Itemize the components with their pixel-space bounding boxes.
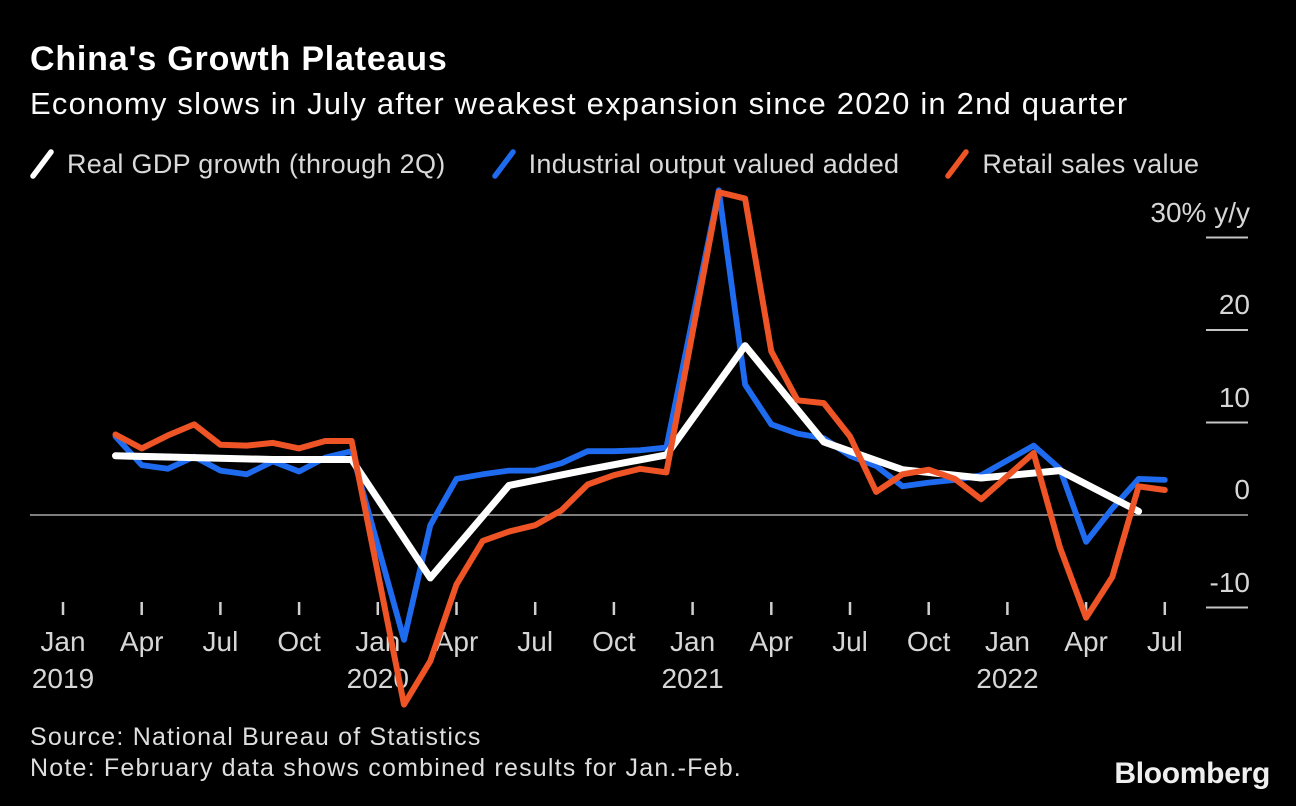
- x-axis-year-label: 2022: [976, 663, 1039, 694]
- legend-item-label: Industrial output valued added: [528, 148, 900, 179]
- chart-subtitle: Economy slows in July after weakest expa…: [30, 86, 1129, 121]
- x-axis-month-label: Jul: [202, 626, 239, 657]
- legend-slash-stroke: [491, 149, 516, 179]
- legend-item-label: Real GDP growth (through 2Q): [67, 148, 446, 179]
- source-line: Source: National Bureau of Statistics: [30, 723, 482, 751]
- legend-slash-stroke: [945, 149, 970, 179]
- legend-item-real-gdp-growth-through-2q: Real GDP growth (through 2Q): [30, 148, 446, 180]
- x-axis-year-label: 2021: [661, 663, 724, 694]
- x-axis-month-label: Jan: [670, 626, 716, 657]
- y-axis-label--10: -10: [1209, 566, 1250, 598]
- legend-item-retail-sales-value: Retail sales value: [945, 148, 1199, 180]
- x-axis-month-label: Jan: [40, 626, 86, 657]
- y-axis-label-0: 0: [1234, 474, 1250, 505]
- x-axis-month-label: Apr: [1064, 626, 1108, 657]
- legend-slash-icon: [945, 149, 970, 179]
- legend-slash-stroke: [30, 149, 54, 179]
- y-axis-label-30: 30% y/y: [1150, 196, 1250, 228]
- x-axis-month-label: Oct: [592, 626, 636, 657]
- note-line: Note: February data shows combined resul…: [30, 754, 742, 782]
- x-axis-month-label: Jul: [517, 626, 554, 657]
- x-axis-year-label: 2020: [346, 663, 409, 694]
- bloomberg-logo: Bloomberg: [1114, 757, 1270, 790]
- x-axis-month-label: Apr: [119, 626, 164, 657]
- x-axis-year-label: 2019: [31, 663, 95, 694]
- y-axis-label-20: 20: [1218, 289, 1250, 320]
- chart-legend: Real GDP growth (through 2Q) Industrial o…: [30, 148, 1199, 180]
- x-axis-month-label: Oct: [277, 626, 321, 657]
- x-axis-month-label: Oct: [906, 626, 951, 657]
- x-axis-month-label: Jul: [832, 626, 868, 657]
- x-axis-month-label: Jul: [1146, 626, 1183, 657]
- legend-slash-icon: [491, 149, 516, 179]
- legend-item-industrial-output-valued-added: Industrial output valued added: [491, 148, 900, 180]
- chart-title: China's Growth Plateaus: [30, 40, 448, 78]
- x-axis-month-label: Apr: [434, 626, 479, 657]
- x-axis-month-label: Apr: [749, 626, 794, 657]
- x-axis-month-label: Jan: [355, 626, 401, 657]
- y-axis-label-10: 10: [1218, 381, 1250, 413]
- x-axis-month-label: Jan: [984, 626, 1030, 657]
- legend-item-label: Retail sales value: [982, 148, 1200, 179]
- legend-slash-icon: [30, 149, 54, 179]
